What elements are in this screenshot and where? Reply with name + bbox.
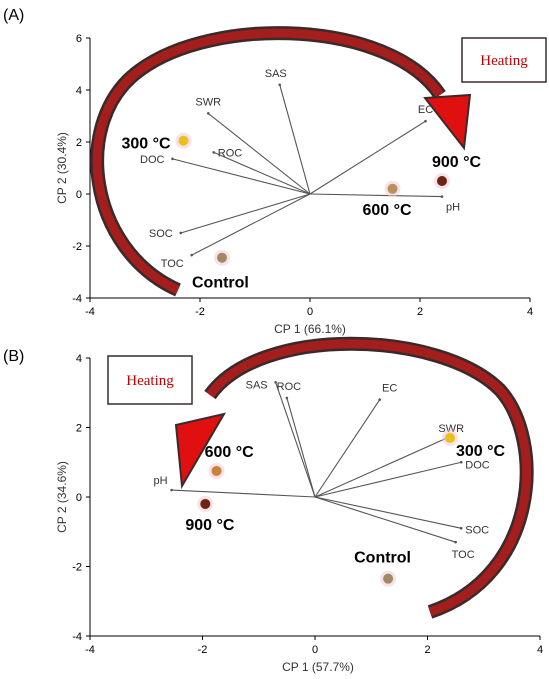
panel-a-loading-roc — [212, 151, 311, 195]
panel-a-xtick-label: 0 — [307, 306, 313, 318]
panel-a-score-label-600c: 600 °C — [363, 202, 413, 219]
panel-b-loading-label-soc: SOC — [465, 524, 489, 536]
panel-a-loading-ec — [309, 119, 427, 195]
panel-b-heating-frame — [107, 355, 193, 405]
panel-a-ytick-label: 0 — [76, 189, 82, 201]
panel-a-heating-frame — [461, 37, 547, 83]
panel-b-ytick-label: -4 — [72, 631, 82, 643]
panel-a-ticks: -4 -2 0 2 4 -4 -2 0 2 4 6 — [72, 33, 533, 318]
panel-a-loading-label-ph: pH — [446, 202, 460, 214]
panel-a-ylabel: CP 2 (30.4%) — [55, 132, 69, 204]
panel-a-loading-label-doc: DOC — [140, 154, 165, 166]
panel-b-loading-roc — [285, 396, 316, 498]
panel-a-loading-label-toc: TOC — [161, 258, 184, 270]
panel-a-xtick-label: -2 — [195, 306, 205, 318]
panel-b-label: (B) — [3, 348, 24, 365]
panel-a-loading-ph — [309, 193, 444, 198]
panel-b-score-label-control: Control — [354, 550, 411, 567]
panel-b-score-900c — [200, 498, 211, 509]
panel-a-loading-sas — [278, 83, 311, 195]
panel-a-score-label-900c: 900 °C — [432, 154, 482, 171]
panel-a-loading-swr — [206, 112, 311, 195]
panel-b-xtick-label: -4 — [85, 644, 95, 656]
panel-a-score-900c — [437, 176, 447, 186]
panel-b-ytick-label: 2 — [76, 423, 82, 435]
panel-b-xlabel: CP 1 (57.7%) — [282, 660, 354, 674]
panel-a-loading-label-ec: EC — [418, 104, 433, 116]
panel-b-score-label-300c: 300 °C — [456, 443, 506, 460]
panel-b-heating-arrow — [174, 336, 534, 619]
panel-b-loading-label-ec: EC — [382, 383, 397, 395]
panel-b-ytick-label: 4 — [76, 353, 82, 365]
panel-a-score-label-control: Control — [192, 275, 249, 292]
panel-a-ytick-label: -4 — [72, 293, 82, 305]
panel-a-heating-arrow — [90, 26, 472, 297]
panel-b-ticks: -4 -2 0 2 4 -4 -2 0 2 4 — [72, 353, 543, 656]
panel-b-arrow-body — [206, 339, 532, 617]
panel-b-score-label-600c: 600 °C — [205, 444, 255, 461]
panel-b-ytick-label: -2 — [72, 562, 82, 574]
panel-a-xlabel: CP 1 (66.1%) — [274, 322, 346, 336]
panel-a-arrow-body — [92, 28, 444, 295]
panel-a-ytick-label: 6 — [76, 33, 82, 45]
panel-b-score-label-900c: 900 °C — [185, 517, 235, 534]
panel-b-loading-label-doc: DOC — [465, 459, 490, 471]
panel-a-scores: 300 °C 900 °C 600 °C Control — [122, 132, 482, 292]
panel-b-heating-box: Heating — [107, 355, 193, 405]
panel-b-scores: 300 °C 600 °C 900 °C Control — [185, 429, 506, 587]
panel-b-xtick-label: 4 — [537, 644, 543, 656]
panel-a-heating-box: Heating — [461, 37, 547, 83]
panel-a-heating-label: Heating — [480, 53, 528, 69]
panel-b-loading-sas — [274, 381, 316, 498]
panel-b-score-300c — [445, 432, 455, 443]
panel-b-loading-label-roc: ROC — [277, 381, 302, 393]
panel-a: (A) -4 -2 0 2 4 -4 -2 0 2 4 6 CP 1 (66.1%) CP 2 (3… — [3, 7, 547, 336]
panel-b-score-control — [383, 573, 394, 584]
panel-a-loading-toc — [190, 193, 311, 257]
panel-b-loading-label-toc: TOC — [452, 549, 475, 561]
panel-b-ytick-label: 0 — [76, 492, 82, 504]
panel-a-label: (A) — [3, 7, 24, 24]
panel-a-loading-soc — [179, 193, 311, 235]
panel-a-ytick-label: -2 — [72, 241, 82, 253]
panel-a-xtick-label: 2 — [417, 306, 423, 318]
panel-a-score-label-300c: 300 °C — [122, 136, 172, 153]
panel-b-heating-label: Heating — [126, 373, 174, 389]
panel-a-xtick-label: -4 — [85, 306, 95, 318]
panel-b-xtick-label: -2 — [198, 644, 208, 656]
panel-a-score-600c — [387, 183, 398, 194]
panel-a-arrow-head — [423, 93, 472, 151]
panel-a-score-300c — [178, 135, 189, 146]
panel-b-arrow-head — [174, 412, 227, 490]
panel-b: (B) -4 -2 0 2 4 -4 -2 0 2 4 CP 1 (57.7%) CP 2 (34… — [3, 336, 543, 674]
panel-b-loading-label-sas: SAS — [246, 379, 268, 391]
panel-b-loading-label-ph: pH — [154, 475, 168, 487]
panel-b-ylabel: CP 2 (34.6%) — [55, 461, 69, 533]
panel-a-loading-label-soc: SOC — [149, 228, 173, 240]
panel-b-loading-soc — [314, 496, 463, 530]
panel-a-ytick-label: 4 — [76, 85, 82, 97]
panel-a-ytick-label: 2 — [76, 137, 82, 149]
panel-a-loading-label-swr: SWR — [195, 96, 221, 108]
panel-b-loading-swr — [314, 436, 449, 498]
panel-b-xtick-label: 0 — [312, 644, 318, 656]
panel-a-loading-doc — [171, 157, 311, 195]
panel-b-xtick-label: 2 — [424, 644, 430, 656]
panel-b-loading-ph — [170, 488, 316, 498]
panel-a-loading-label-sas: SAS — [265, 68, 287, 80]
panel-b-loading-ec — [314, 398, 382, 498]
panel-a-loading-label-roc: ROC — [218, 147, 243, 159]
panel-a-loadings: SAS SWR ROC DOC EC pH SOC TOC — [140, 68, 460, 270]
panel-b-loading-toc — [314, 496, 457, 544]
panel-a-xtick-label: 4 — [527, 306, 533, 318]
panel-b-score-600c — [211, 465, 222, 476]
panel-a-score-control — [217, 252, 227, 263]
panel-b-loading-doc — [314, 460, 463, 498]
